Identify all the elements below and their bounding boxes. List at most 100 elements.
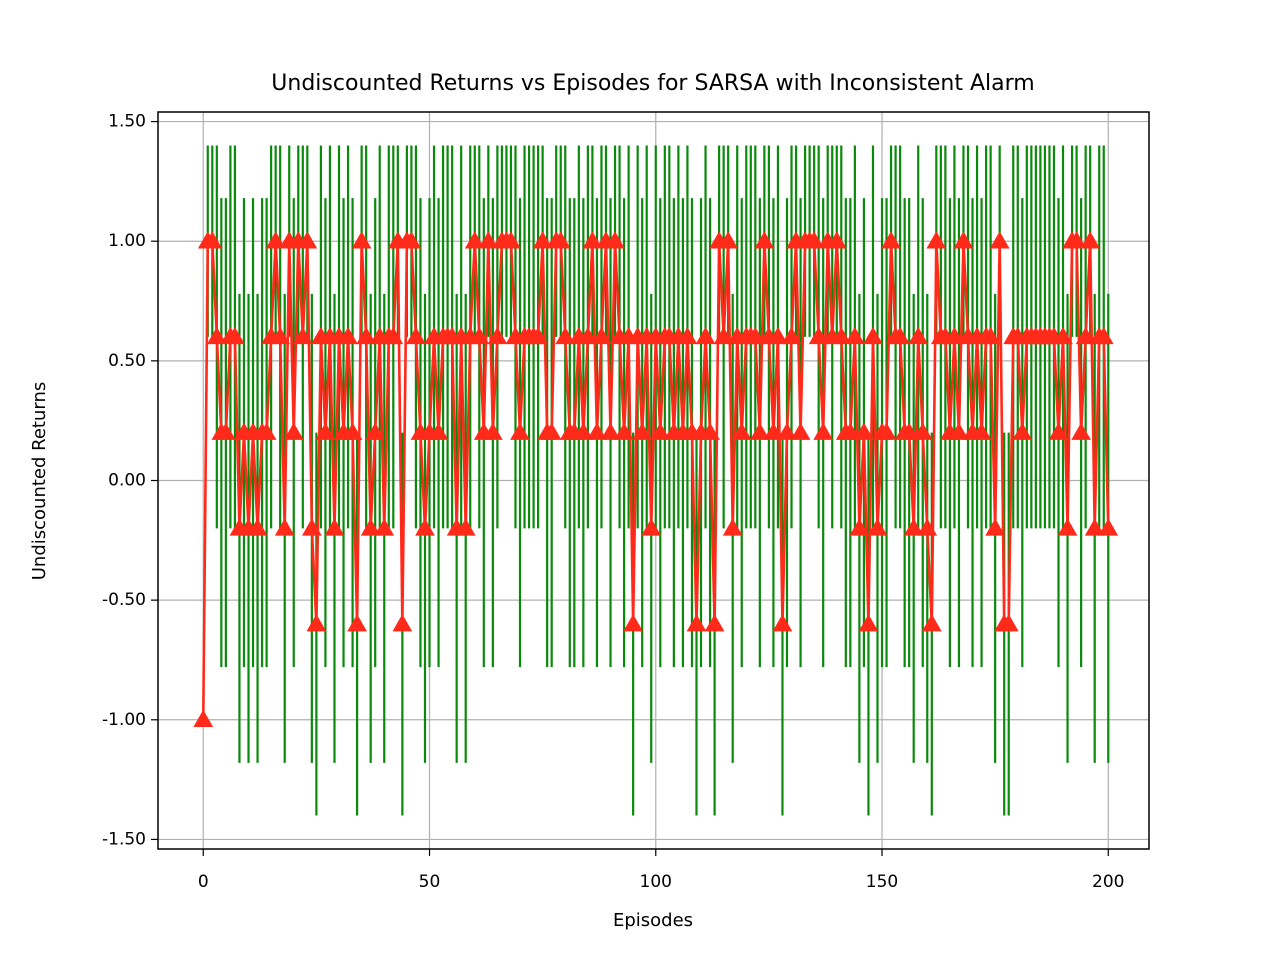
marker — [677, 326, 698, 345]
marker — [338, 326, 358, 345]
marker — [722, 518, 743, 536]
marker — [1053, 326, 1073, 345]
marker — [777, 422, 797, 440]
marker — [899, 422, 920, 440]
marker — [903, 518, 924, 536]
marker — [840, 422, 861, 440]
marker — [632, 422, 653, 440]
marker — [917, 518, 938, 536]
plot-area — [193, 145, 1119, 816]
marker — [573, 422, 594, 440]
marker — [469, 326, 490, 345]
marker — [826, 231, 847, 249]
marker — [790, 422, 811, 440]
marker — [1048, 422, 1069, 440]
marker — [804, 231, 825, 249]
marker — [528, 326, 548, 345]
marker — [998, 614, 1019, 632]
marker — [591, 326, 612, 345]
marker — [415, 518, 435, 536]
marker — [600, 422, 621, 440]
marker — [1084, 518, 1105, 536]
marker — [482, 422, 503, 440]
y-tick-label: -1.50 — [102, 829, 146, 849]
marker — [908, 326, 929, 345]
marker — [971, 422, 992, 440]
marker — [1071, 422, 1091, 440]
marker — [1066, 231, 1087, 249]
marker — [292, 326, 313, 345]
marker — [605, 231, 625, 249]
marker — [256, 422, 277, 440]
marker — [949, 422, 969, 440]
marker — [283, 422, 304, 440]
marker — [555, 326, 576, 345]
marker — [324, 518, 345, 536]
marker — [406, 326, 426, 345]
marker — [980, 326, 1001, 345]
marker — [342, 422, 363, 440]
marker — [749, 422, 770, 440]
marker — [831, 326, 852, 345]
marker — [890, 326, 910, 345]
marker — [713, 326, 734, 345]
y-axis-label: Undiscounted Returns — [29, 382, 50, 581]
y-tick-label: 1.00 — [108, 231, 146, 251]
marker — [854, 422, 874, 440]
marker — [274, 518, 295, 536]
marker — [985, 518, 1006, 536]
y-tick-label: -1.00 — [102, 710, 146, 730]
marker — [1080, 231, 1101, 249]
marker — [532, 231, 553, 249]
marker — [718, 231, 739, 249]
marker — [356, 326, 377, 345]
x-tick-label: 0 — [198, 872, 209, 892]
marker — [541, 422, 562, 440]
marker — [392, 614, 413, 632]
marker — [768, 326, 788, 345]
x-tick-label: 100 — [640, 872, 672, 892]
marker — [989, 231, 1010, 249]
marker — [297, 231, 318, 249]
plot-frame — [157, 111, 1150, 850]
marker — [216, 422, 236, 440]
marker — [745, 326, 766, 345]
marker — [582, 231, 603, 249]
marker — [347, 614, 367, 632]
marker — [587, 422, 607, 440]
marker — [306, 614, 327, 632]
marker — [1075, 326, 1096, 345]
marker — [944, 326, 965, 345]
marker — [876, 422, 897, 440]
marker — [808, 326, 829, 345]
marker — [270, 326, 291, 345]
marker — [1098, 518, 1119, 536]
marker — [487, 326, 508, 345]
marker — [953, 231, 974, 249]
x-axis-label: Episodes — [613, 910, 693, 931]
marker — [700, 422, 720, 440]
marker — [247, 518, 268, 536]
marker — [225, 326, 245, 345]
marker — [695, 326, 716, 345]
marker — [858, 614, 879, 632]
marker — [641, 518, 662, 536]
marker — [206, 326, 227, 345]
marker — [650, 422, 671, 440]
marker — [428, 422, 449, 440]
marker — [686, 614, 707, 632]
marker — [455, 518, 476, 536]
x-tick-label: 200 — [1092, 872, 1124, 892]
marker — [265, 231, 286, 249]
marker — [754, 231, 775, 249]
marker — [365, 422, 386, 440]
marker — [845, 326, 865, 345]
y-tick-label: 1.50 — [108, 112, 146, 132]
y-tick-label: 0.50 — [108, 351, 146, 371]
marker — [360, 518, 381, 536]
marker — [614, 422, 634, 440]
marker — [881, 231, 901, 249]
marker — [501, 231, 521, 249]
marker — [351, 231, 372, 249]
marker — [926, 231, 947, 249]
